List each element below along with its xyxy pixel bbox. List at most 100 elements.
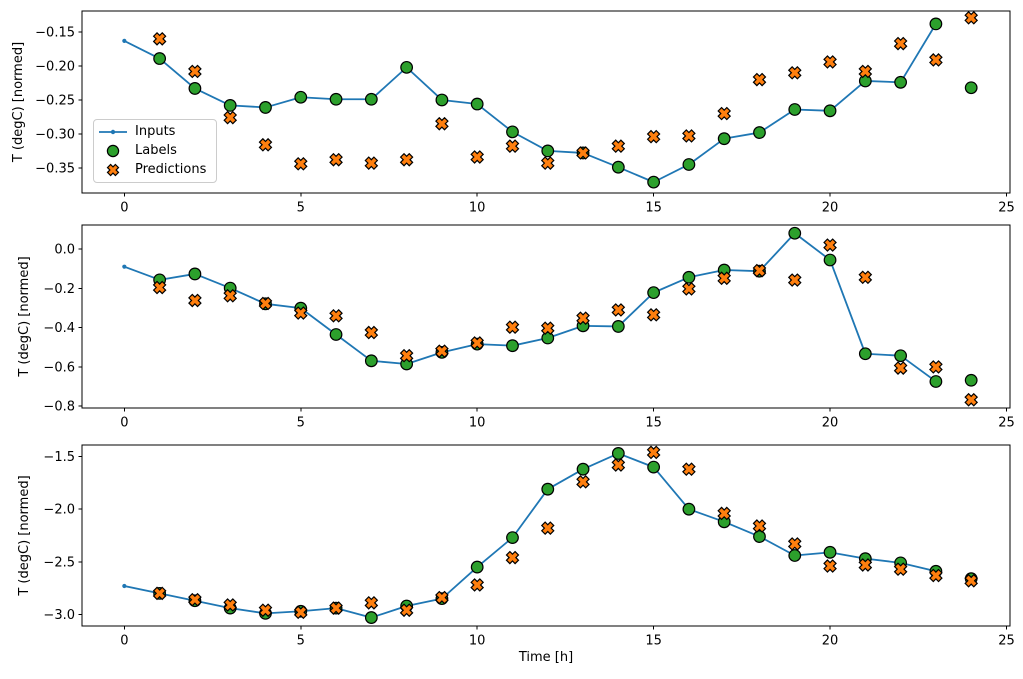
predictions-x-icon (106, 163, 120, 176)
predictions-point-marker (470, 336, 485, 350)
legend-label-labels: Labels (135, 142, 177, 158)
labels-point-marker (188, 82, 202, 95)
predictions-point-marker (717, 271, 732, 286)
labels-point-marker (611, 447, 625, 460)
predictions-point-marker (929, 568, 943, 583)
labels-point-marker (823, 104, 837, 118)
labels-point-marker (541, 331, 555, 345)
labels-point-marker (470, 560, 484, 574)
predictions-point-marker (752, 72, 767, 87)
predictions-point-marker (682, 282, 696, 296)
labels-point-marker (400, 60, 414, 74)
predictions-point-marker (893, 562, 908, 577)
predictions-point-marker (964, 392, 979, 407)
labels-point-marker (153, 52, 167, 65)
predictions-point-marker (717, 106, 732, 121)
labels-point-marker (647, 175, 661, 189)
axes-spines (81, 444, 1011, 627)
x-tick-label: 15 (645, 634, 662, 649)
predictions-point-marker (470, 578, 485, 592)
predictions-point-marker (576, 474, 590, 489)
y-tick-label: −2.5 (43, 555, 75, 570)
predictions-point-marker (329, 152, 343, 167)
predictions-point-marker (964, 573, 979, 588)
predictions-point-marker (505, 550, 520, 565)
predictions-series (152, 445, 979, 620)
x-axis: 0 5 10 15 20 25 (120, 193, 1015, 216)
predictions-point-marker (858, 558, 873, 572)
labels-point-marker (753, 530, 766, 543)
x-tick-label: 10 (469, 634, 486, 649)
labels-point-marker (894, 349, 908, 363)
labels-point-marker (576, 462, 590, 476)
predictions-point-marker (611, 458, 626, 472)
legend-label-predictions: Predictions (135, 161, 207, 177)
predictions-point-marker (258, 296, 273, 311)
labels-point-marker (611, 320, 625, 333)
labels-point-marker (364, 611, 378, 624)
inputs-point-marker (122, 264, 127, 269)
labels-point-marker (753, 126, 766, 139)
axes-spines (81, 224, 1011, 409)
x-tick-label: 25 (998, 416, 1015, 431)
predictions-point-marker (540, 521, 555, 535)
labels-point-marker (858, 74, 872, 88)
x-tick-label: 0 (120, 201, 128, 216)
predictions-point-marker (823, 559, 837, 573)
axes-spines (81, 10, 1011, 194)
x-tick-label: 20 (822, 201, 839, 216)
labels-point-marker (823, 545, 837, 559)
y-tick-label: −0.6 (43, 360, 75, 375)
y-tick-label: −0.8 (43, 400, 75, 415)
predictions-point-marker (188, 64, 202, 79)
predictions-point-marker (223, 288, 238, 303)
predictions-point-marker (540, 321, 555, 336)
predictions-series (152, 10, 979, 171)
predictions-point-marker (188, 293, 202, 308)
y-tick-label: 0.0 (54, 242, 75, 257)
predictions-point-marker (188, 592, 202, 607)
predictions-point-marker (152, 31, 167, 46)
y-axis: −1.5 −2.0 −2.5 −3.0 (43, 450, 82, 623)
inputs-line-icon (99, 130, 127, 135)
labels-point-marker (682, 270, 696, 284)
y-tick-label: −0.15 (35, 26, 75, 41)
predictions-point-marker (893, 361, 908, 375)
predictions-point-marker (258, 603, 273, 618)
legend-item-predictions: Predictions (98, 161, 216, 179)
predictions-point-marker (929, 360, 943, 374)
predictions-point-marker (858, 64, 873, 79)
predictions-point-marker (823, 238, 837, 252)
labels-point-marker (506, 531, 519, 545)
labels-point-marker (647, 460, 661, 474)
labels-series (153, 226, 978, 388)
labels-point-marker (647, 286, 661, 300)
x-tick-label: 10 (469, 416, 486, 431)
predictions-point-marker (329, 601, 343, 615)
subplot-1: 0 5 10 15 20 25 −0.15 −0.20 −0.25 −0.30 −0.35 T (de… (11, 10, 1015, 216)
predictions-point-marker (823, 55, 837, 69)
y-axis-label: T (degC) [normed] (11, 42, 26, 163)
labels-point-marker (506, 125, 519, 139)
predictions-point-marker (893, 36, 908, 51)
labels-point-marker (682, 158, 696, 171)
predictions-point-marker (682, 129, 696, 143)
labels-point-marker (470, 97, 484, 111)
y-tick-label: −0.20 (35, 60, 75, 75)
predictions-series (152, 238, 979, 407)
predictions-point-marker (611, 139, 626, 153)
labels-point-marker (788, 103, 802, 116)
predictions-point-marker (858, 270, 873, 285)
legend-item-labels: Labels (98, 142, 216, 160)
labels-point-marker (964, 81, 978, 95)
y-tick-label: −3.0 (43, 608, 75, 623)
labels-point-marker (823, 253, 837, 267)
predictions-point-marker (752, 519, 767, 533)
predictions-point-marker (399, 348, 414, 363)
predictions-point-marker (787, 273, 802, 287)
predictions-point-marker (435, 116, 449, 131)
predictions-point-marker (964, 10, 979, 25)
x-tick-label: 25 (998, 201, 1015, 216)
predictions-point-marker (364, 596, 379, 610)
